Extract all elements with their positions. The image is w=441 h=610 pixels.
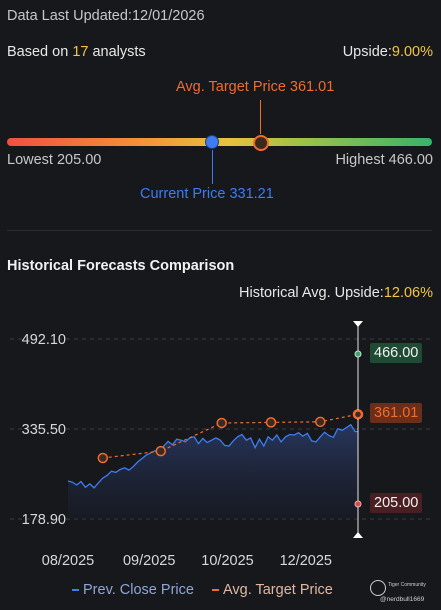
x-tick-label: 10/2025 [201, 553, 253, 569]
close-price-line [67, 423, 359, 489]
historical-upside-label: Historical Avg. Upside: [239, 285, 384, 301]
history-title: Historical Forecasts Comparison [7, 258, 235, 274]
highest-marker [354, 350, 362, 358]
history-chart[interactable]: 492.10 335.50 178.90 08/2025 09/2025 10/2025 1… [0, 312, 441, 582]
legend-target-label: Avg. Target Price [222, 582, 333, 598]
legend-target[interactable]: Avg. Target Price [211, 582, 333, 598]
current-price-marker[interactable] [205, 135, 219, 149]
current-price-pointer-line [212, 150, 213, 184]
avg-target-point [97, 452, 109, 464]
analyst-suffix: analysts [88, 44, 146, 60]
last-updated: Data Last Updated:12/01/2026 [7, 8, 205, 24]
avg-target-point [216, 417, 227, 429]
historical-upside-value: 12.06% [383, 285, 433, 301]
x-tick-label: 12/2025 [280, 553, 332, 569]
analyst-count-value: 17 [72, 44, 89, 60]
upside: Upside:9.00% [343, 44, 433, 60]
watermark-brand: Tiger Community [388, 582, 426, 588]
avg-target-marker[interactable] [253, 135, 269, 151]
section-divider [7, 230, 432, 231]
last-updated-label: Data Last Updated: [7, 8, 132, 24]
highest-tag: 466.00 [370, 343, 423, 363]
legend: Prev. Close Price Avg. Target Price [72, 582, 333, 598]
upside-label: Upside: [342, 44, 392, 60]
last-updated-date: 12/01/2026 [131, 8, 205, 24]
legend-close-label: Prev. Close Price [83, 582, 194, 598]
lowest-tag: 205.00 [370, 493, 423, 513]
legend-close-swatch [72, 589, 79, 592]
avg-target-tag: 361.01 [370, 403, 423, 423]
highest-label: Highest 466.00 [335, 152, 433, 168]
avg-target-label: Avg. Target Price 361.01 [176, 79, 335, 95]
x-tick-label: 08/2025 [42, 553, 94, 569]
x-tick-label: 09/2025 [123, 553, 175, 569]
avg-target-point [155, 445, 167, 457]
current-price-label: Current Price 331.21 [140, 186, 274, 202]
lowest-marker [354, 500, 362, 508]
tiger-logo-icon [370, 580, 386, 596]
price-range-gauge [7, 138, 432, 146]
watermark-user: @nerdbull1669 [380, 596, 425, 603]
y-tick-label: 335.50 [22, 422, 66, 438]
cursor-top-arrow [353, 321, 363, 327]
avg-marker [353, 410, 363, 419]
legend-target-swatch [211, 589, 219, 592]
avg-target-point [315, 416, 326, 428]
y-tick-label: 492.10 [22, 332, 66, 348]
lowest-label: Lowest 205.00 [7, 152, 102, 168]
avg-target-point [265, 417, 277, 428]
avg-target-line [102, 413, 359, 459]
cursor-bottom-arrow [353, 532, 363, 538]
legend-close[interactable]: Prev. Close Price [72, 582, 194, 598]
close-price-area [68, 424, 358, 519]
analyst-count: Based on 17 analysts [7, 44, 146, 60]
y-tick-label: 178.90 [22, 512, 66, 528]
avg-target-pointer-line [260, 100, 261, 134]
historical-upside: Historical Avg. Upside:12.06% [239, 285, 433, 301]
upside-value: 9.00% [391, 44, 433, 60]
watermark: Tiger Community @nerdbull1669 [368, 576, 438, 606]
analyst-prefix: Based on [7, 44, 73, 60]
